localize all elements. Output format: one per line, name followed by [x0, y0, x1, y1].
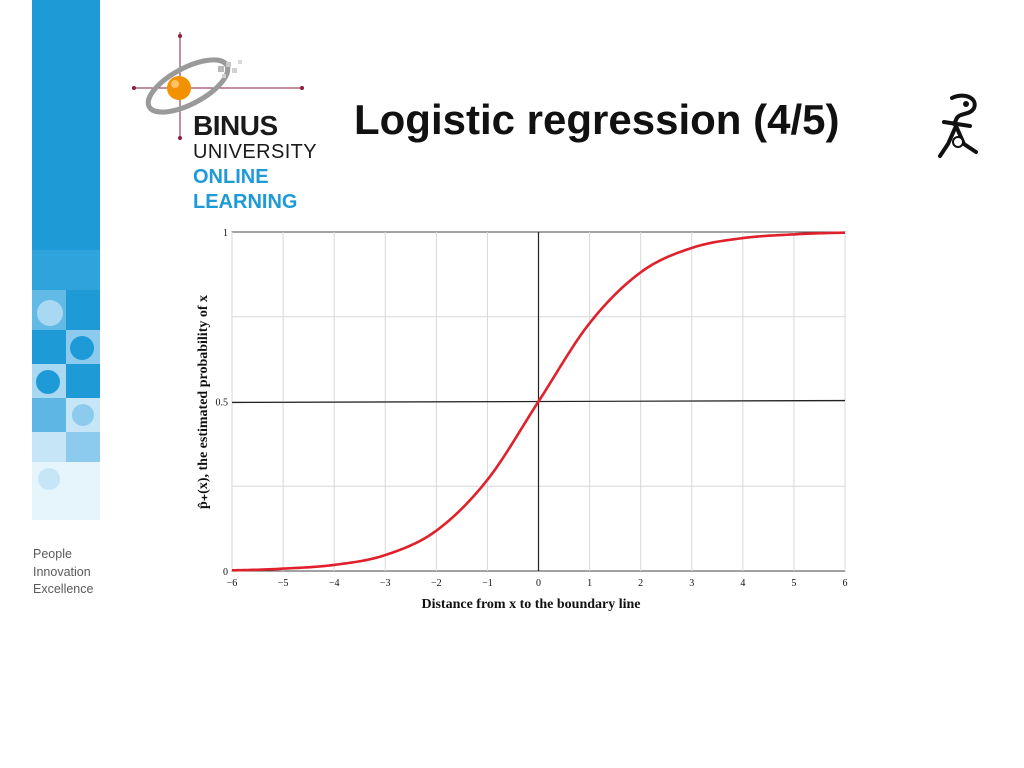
- y-axis-label: p̂₊(x), the estimated probability of x: [196, 295, 211, 509]
- thinking-figure-icon: [938, 93, 978, 158]
- logo-online: ONLINE: [193, 166, 269, 188]
- y-tick-label: 1: [223, 228, 228, 239]
- y-tick-label: 0: [223, 567, 228, 578]
- logo-university: UNIVERSITY: [193, 141, 318, 163]
- x-tick-label: 3: [689, 578, 694, 589]
- logistic-chart: −6 −5 −4 −3 −2 −1 0 1 2 3 4 5 6 0 0.5 1 Distance from x…: [196, 228, 848, 612]
- brand-sidebar: [32, 0, 100, 520]
- y-tick-label: 0.5: [216, 398, 229, 409]
- tagline-excellence: Excellence: [33, 582, 94, 596]
- logo-learning: LEARNING: [193, 191, 298, 213]
- logo-binus: BINUS: [193, 110, 278, 141]
- tagline-innovation: Innovation: [33, 564, 91, 579]
- x-tick-label: 2: [638, 578, 643, 589]
- tagline-people: People: [33, 547, 72, 561]
- x-tick-label: 4: [740, 578, 745, 589]
- x-tick-label: 6: [843, 578, 848, 589]
- orange-planet-orbit-icon: [132, 32, 304, 140]
- series-layer: [231, 231, 846, 572]
- x-tick-label: −5: [278, 578, 289, 589]
- tagline: People Innovation Excellence: [33, 546, 93, 599]
- slide-title: Logistic regression (4/5): [354, 96, 840, 143]
- x-tick-label: −3: [380, 578, 391, 589]
- x-axis-label: Distance from x to the boundary line: [421, 597, 640, 612]
- x-tick-label: 1: [587, 578, 592, 589]
- x-tick-label: −4: [329, 578, 340, 589]
- x-tick-label: 5: [791, 578, 796, 589]
- x-tick-label: −1: [482, 578, 493, 589]
- tick-labels: −6 −5 −4 −3 −2 −1 0 1 2 3 4 5 6 0 0.5 1: [216, 228, 848, 589]
- x-tick-label: −2: [431, 578, 442, 589]
- x-tick-label: 0: [536, 578, 541, 589]
- x-tick-label: −6: [227, 578, 238, 589]
- series-line-logistic: [231, 231, 846, 572]
